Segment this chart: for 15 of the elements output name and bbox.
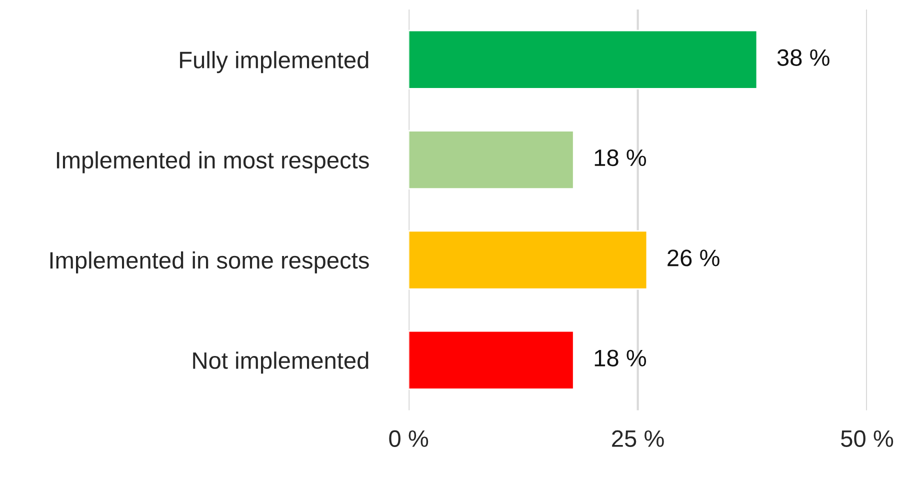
x-tick-label: 25 % xyxy=(612,430,664,448)
bar xyxy=(408,130,574,190)
y-tick-label: Fully implemented xyxy=(180,51,368,74)
data-label: 38 % xyxy=(777,49,830,66)
data-label: 18 % xyxy=(594,149,646,166)
x-tick-label: 0 % xyxy=(389,430,428,448)
y-tick-label: Implemented in most respects xyxy=(56,151,369,174)
y-tick-label: Implemented in some respects xyxy=(50,251,369,274)
bar xyxy=(408,230,648,290)
bar xyxy=(408,30,758,90)
data-label: 26 % xyxy=(668,250,720,266)
x-tick-label: 50 % xyxy=(841,430,894,448)
y-tick-label: Not implemented xyxy=(193,352,368,374)
bar xyxy=(408,330,574,390)
data-label: 18 % xyxy=(594,350,646,366)
